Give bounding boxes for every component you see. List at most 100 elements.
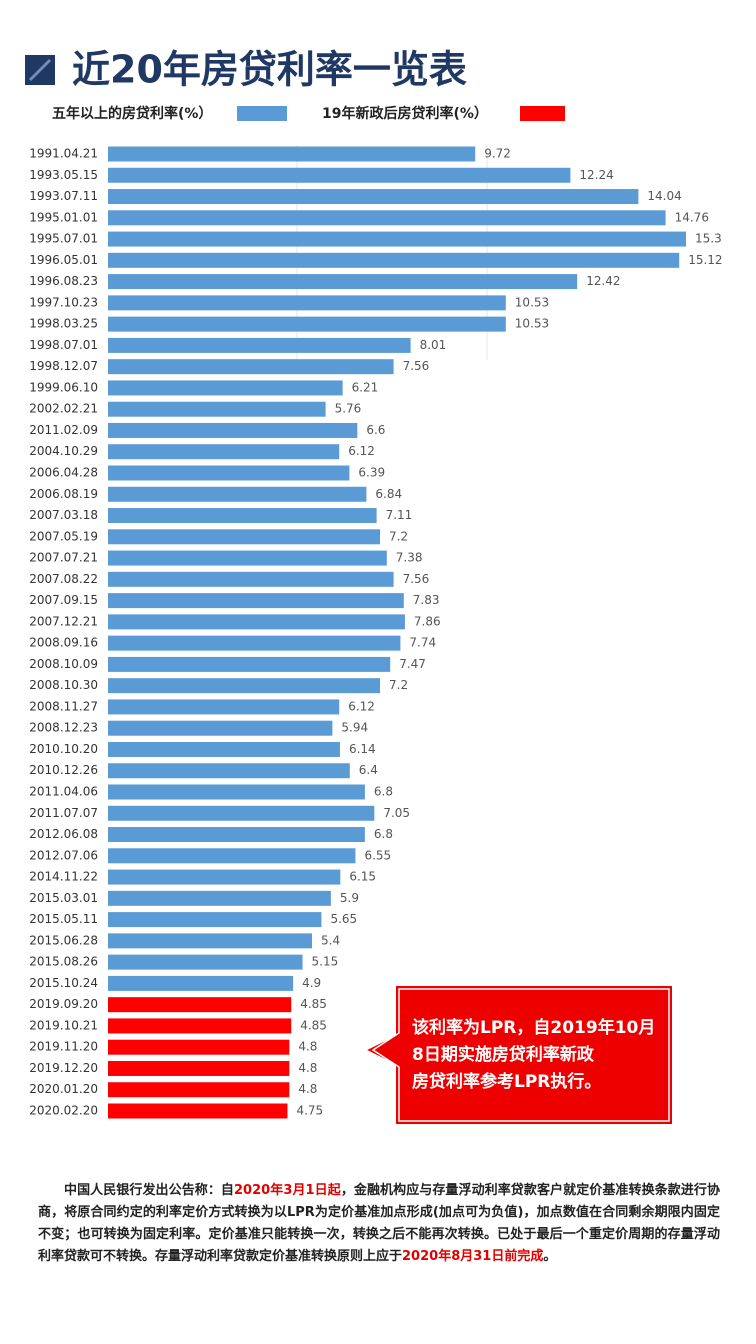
legend-label: 五年以上的房贷利率(%） (52, 105, 212, 122)
bar (108, 1103, 288, 1119)
y-tick-label: 1996.08.23 (29, 274, 98, 288)
value-label: 14.76 (675, 210, 709, 224)
value-label: 7.56 (403, 359, 430, 373)
value-label: 6.6 (366, 423, 385, 437)
bar (108, 465, 350, 481)
value-label: 6.21 (352, 380, 379, 394)
chart: 近20年房贷利率一览表 五年以上的房贷利率(%） 19年新政后房贷利率(%） 19… (25, 48, 723, 1126)
y-tick-label: 2011.02.09 (29, 423, 98, 437)
y-tick-label: 2004.10.29 (29, 444, 98, 458)
bar (108, 550, 387, 566)
bar (108, 1060, 290, 1076)
bar (108, 912, 322, 928)
y-tick-label: 2015.08.26 (29, 955, 98, 969)
y-tick-label: 2020.01.20 (29, 1082, 98, 1096)
y-tick-label: 2012.07.06 (29, 848, 98, 862)
value-label: 4.9 (302, 976, 321, 990)
value-label: 6.4 (359, 763, 378, 777)
bar (108, 614, 405, 630)
bar (108, 593, 404, 609)
y-tick-label: 2007.03.18 (29, 508, 98, 522)
y-tick-label: 1993.07.11 (29, 189, 98, 203)
legend: 五年以上的房贷利率(%） 19年新政后房贷利率(%） (52, 105, 565, 122)
y-tick-label: 1996.05.01 (29, 253, 98, 267)
value-label: 5.65 (330, 912, 357, 926)
value-label: 4.85 (300, 997, 327, 1011)
y-tick-label: 2019.12.20 (29, 1061, 98, 1075)
value-label: 7.74 (409, 636, 436, 650)
value-label: 15.3 (695, 232, 722, 246)
bar (108, 805, 375, 821)
y-tick-label: 2007.05.19 (29, 529, 98, 543)
y-tick-label: 2008.10.09 (29, 657, 98, 671)
value-label: 12.24 (579, 168, 613, 182)
bar (108, 784, 365, 800)
y-tick-label: 2014.11.22 (29, 870, 98, 884)
y-tick-label: 2011.07.07 (29, 806, 98, 820)
bar (108, 1039, 290, 1055)
bar (108, 508, 377, 524)
y-tick-label: 2019.09.20 (29, 997, 98, 1011)
y-tick-label: 2015.05.11 (29, 912, 98, 926)
y-tick-label: 2008.10.30 (29, 678, 98, 692)
y-tick-label: 1998.12.07 (29, 359, 98, 373)
bar (108, 167, 571, 183)
value-label: 4.8 (298, 1061, 317, 1075)
bar (108, 231, 686, 247)
y-tick-label: 1995.01.01 (29, 210, 98, 224)
title-icon-stroke (28, 58, 52, 82)
y-tick-label: 2007.08.22 (29, 572, 98, 586)
bar (108, 827, 365, 843)
value-label: 6.39 (358, 466, 385, 480)
y-tick-label: 2010.12.26 (29, 763, 98, 777)
bar (108, 529, 380, 545)
bar (108, 146, 476, 162)
value-label: 7.2 (389, 678, 408, 692)
y-tick-label: 2011.04.06 (29, 785, 98, 799)
bar (108, 933, 312, 949)
y-tick-label: 2015.10.24 (29, 976, 98, 990)
bar (108, 444, 340, 460)
bar (108, 189, 639, 205)
value-label: 5.94 (341, 721, 368, 735)
value-label: 6.12 (348, 444, 375, 458)
value-label: 4.75 (296, 1104, 323, 1118)
y-tick-label: 1999.06.10 (29, 380, 98, 394)
bar (108, 869, 341, 885)
bar (108, 1018, 292, 1034)
bar (108, 252, 680, 268)
y-tick-label: 1997.10.23 (29, 295, 98, 309)
bar (108, 422, 358, 438)
chart-title: 近20年房贷利率一览表 (72, 48, 467, 92)
y-tick-label: 1993.05.15 (29, 168, 98, 182)
y-tick-label: 2006.08.19 (29, 487, 98, 501)
value-label: 7.56 (403, 572, 430, 586)
bar (108, 890, 331, 906)
callout-box (362, 984, 674, 1126)
bar (108, 720, 333, 736)
value-label: 5.9 (340, 891, 359, 905)
bar (108, 741, 340, 757)
y-tick-label: 2019.10.21 (29, 1018, 98, 1032)
footnote-segment: 中国人民银行发出公告称：自 (64, 1183, 234, 1198)
y-tick-label: 2012.06.08 (29, 827, 98, 841)
bar (108, 210, 666, 226)
bar (108, 975, 294, 991)
value-label: 5.76 (335, 402, 362, 416)
footnote-segment: 2020年8月31日前完成 (402, 1249, 544, 1264)
bar (108, 380, 343, 396)
value-label: 6.14 (349, 742, 376, 756)
bar (108, 337, 411, 353)
value-label: 7.38 (396, 551, 423, 565)
bar (108, 359, 394, 375)
y-tick-label: 1991.04.21 (29, 147, 98, 161)
value-label: 7.11 (386, 508, 413, 522)
value-label: 10.53 (515, 317, 549, 331)
bar (108, 571, 394, 587)
callout-border (371, 988, 670, 1122)
value-label: 15.12 (688, 253, 722, 267)
value-label: 6.15 (349, 870, 376, 884)
callout-text: 该利率为LPR，自2019年10月 (412, 1017, 655, 1038)
bar (108, 635, 401, 651)
